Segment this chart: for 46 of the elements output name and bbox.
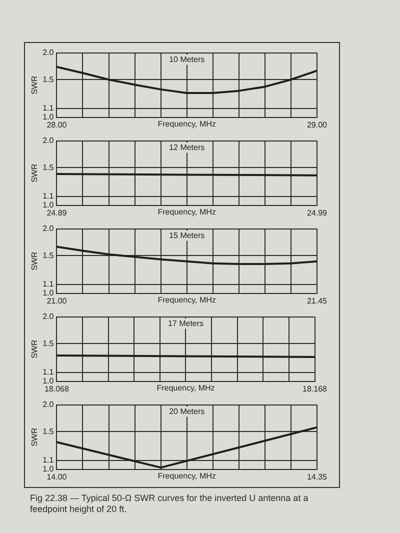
y-tick-label: 1.5 — [42, 74, 54, 84]
y-tick-label: 1.0 — [42, 464, 54, 474]
y-axis-title: SWR — [30, 76, 40, 94]
y-tick-label: 1.1 — [42, 104, 54, 113]
y-axis-title: SWR — [30, 428, 40, 446]
x-tick-label: 21.00 — [46, 296, 68, 306]
x-axis-title: Frequency, MHz — [158, 472, 216, 481]
y-tick-label: 1.0 — [42, 288, 54, 298]
chart-title: 17 Meters — [168, 319, 204, 328]
y-tick-label: 1.5 — [42, 162, 54, 172]
y-tick-label: 1.5 — [42, 250, 54, 260]
y-tick-label: 2.0 — [42, 48, 54, 58]
x-tick-label: 24.99 — [306, 208, 328, 218]
chart-title: 15 Meters — [169, 231, 205, 240]
x-axis-title: Frequency, MHz — [158, 296, 216, 305]
y-tick-label: 1.5 — [42, 338, 54, 348]
x-axis-title: Frequency, MHz — [158, 120, 216, 129]
y-tick-label: 2.0 — [42, 312, 54, 322]
y-tick-label: 2.0 — [42, 136, 54, 146]
x-tick-label: 18.068 — [44, 384, 70, 394]
x-tick-label: 14.35 — [306, 472, 328, 482]
y-tick-label: 1.1 — [42, 368, 54, 377]
x-tick-label: 21.45 — [306, 296, 328, 306]
x-tick-label: 18.168 — [302, 384, 328, 394]
y-tick-label: 2.0 — [42, 400, 54, 410]
y-axis-title: SWR — [30, 252, 40, 270]
x-tick-label: 29.00 — [306, 120, 328, 130]
y-tick-label: 1.0 — [42, 376, 54, 386]
y-tick-label: 1.1 — [42, 456, 54, 465]
y-tick-label: 1.0 — [42, 200, 54, 210]
x-tick-label: 24.89 — [46, 208, 68, 218]
y-tick-label: 1.5 — [42, 426, 54, 436]
chart-title: 12 Meters — [169, 143, 205, 152]
chart-title: 20 Meters — [169, 407, 205, 416]
y-tick-label: 1.1 — [42, 192, 54, 201]
x-axis-title: Frequency, MHz — [156, 384, 215, 393]
y-axis-title: SWR — [30, 164, 40, 182]
x-tick-label: 28.00 — [46, 120, 68, 130]
x-axis-title: Frequency, MHz — [158, 208, 216, 217]
caption: Fig 22.38 — Typical 50-Ω SWR curves for the inverted U antenna at a feedpoint height of 20 ft. — [30, 493, 310, 515]
y-tick-label: 1.1 — [42, 280, 54, 289]
y-tick-label: 2.0 — [42, 224, 54, 234]
y-axis-title: SWR — [30, 340, 40, 358]
x-tick-label: 14.00 — [46, 472, 68, 482]
y-tick-label: 1.0 — [42, 112, 54, 122]
chart-title: 10 Meters — [169, 55, 205, 64]
